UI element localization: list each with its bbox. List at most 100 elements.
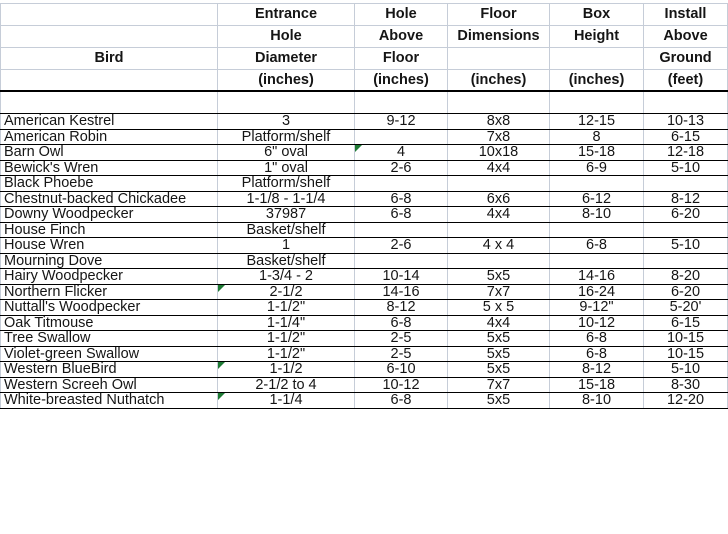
header-cell-hole_above-line3[interactable]: (inches) bbox=[355, 70, 448, 90]
install-cell[interactable]: 8-30 bbox=[644, 377, 728, 392]
entrance-cell[interactable]: Platform/shelf bbox=[218, 129, 355, 144]
header-cell-install-line3[interactable]: (feet) bbox=[644, 70, 728, 90]
header-cell-hole_above-line0[interactable]: Hole bbox=[355, 4, 448, 25]
bird-name-cell[interactable]: American Robin bbox=[0, 129, 218, 144]
hole_above-cell[interactable]: 2-6 bbox=[355, 160, 448, 175]
bird-name-cell[interactable]: Western Screeh Owl bbox=[0, 377, 218, 392]
blank-cell-entrance[interactable] bbox=[218, 92, 355, 113]
floor-cell[interactable]: 4x4 bbox=[448, 315, 550, 330]
bird-name-cell[interactable]: Black Phoebe bbox=[0, 176, 218, 191]
install-cell[interactable]: 10-15 bbox=[644, 331, 728, 346]
header-cell-hole_above-line2[interactable]: Floor bbox=[355, 48, 448, 69]
header-cell-box_height-line1[interactable]: Height bbox=[550, 26, 644, 47]
install-cell[interactable]: 6-20 bbox=[644, 207, 728, 222]
entrance-cell[interactable]: 1-1/2 bbox=[218, 362, 355, 377]
header-cell-box_height-line3[interactable]: (inches) bbox=[550, 70, 644, 90]
entrance-cell[interactable]: 1-1/4 bbox=[218, 393, 355, 408]
box_height-cell[interactable]: 14-16 bbox=[550, 269, 644, 284]
hole_above-cell[interactable]: 10-12 bbox=[355, 377, 448, 392]
hole_above-cell[interactable]: 10-14 bbox=[355, 269, 448, 284]
floor-cell[interactable]: 7x7 bbox=[448, 377, 550, 392]
hole_above-cell[interactable]: 6-8 bbox=[355, 207, 448, 222]
floor-cell[interactable]: 5 x 5 bbox=[448, 300, 550, 315]
bird-name-cell[interactable]: Hairy Woodpecker bbox=[0, 269, 218, 284]
floor-cell[interactable]: 5x5 bbox=[448, 346, 550, 361]
hole_above-cell[interactable]: 6-10 bbox=[355, 362, 448, 377]
floor-cell[interactable]: 4 x 4 bbox=[448, 238, 550, 253]
bird-name-cell[interactable]: Violet-green Swallow bbox=[0, 346, 218, 361]
install-cell[interactable] bbox=[644, 253, 728, 268]
header-cell-bird-line1[interactable] bbox=[0, 26, 218, 47]
bird-name-cell[interactable]: Barn Owl bbox=[0, 145, 218, 160]
box_height-cell[interactable]: 6-8 bbox=[550, 238, 644, 253]
bird-name-cell[interactable]: Nuttall's Woodpecker bbox=[0, 300, 218, 315]
floor-cell[interactable] bbox=[448, 176, 550, 191]
header-cell-box_height-line0[interactable]: Box bbox=[550, 4, 644, 25]
box_height-cell[interactable] bbox=[550, 222, 644, 237]
floor-cell[interactable]: 4x4 bbox=[448, 207, 550, 222]
floor-cell[interactable]: 7x8 bbox=[448, 129, 550, 144]
entrance-cell[interactable]: Platform/shelf bbox=[218, 176, 355, 191]
bird-name-cell[interactable]: Tree Swallow bbox=[0, 331, 218, 346]
entrance-cell[interactable]: 2-1/2 to 4 bbox=[218, 377, 355, 392]
bird-name-cell[interactable]: House Wren bbox=[0, 238, 218, 253]
header-cell-install-line2[interactable]: Ground bbox=[644, 48, 728, 69]
floor-cell[interactable] bbox=[448, 222, 550, 237]
box_height-cell[interactable]: 6-12 bbox=[550, 191, 644, 206]
box_height-cell[interactable]: 8-10 bbox=[550, 207, 644, 222]
install-cell[interactable]: 10-13 bbox=[644, 114, 728, 129]
hole_above-cell[interactable] bbox=[355, 222, 448, 237]
hole_above-cell[interactable]: 6-8 bbox=[355, 315, 448, 330]
install-cell[interactable]: 6-20 bbox=[644, 284, 728, 299]
floor-cell[interactable]: 5x5 bbox=[448, 393, 550, 408]
floor-cell[interactable]: 5x5 bbox=[448, 331, 550, 346]
bird-name-cell[interactable]: Mourning Dove bbox=[0, 253, 218, 268]
box_height-cell[interactable]: 15-18 bbox=[550, 145, 644, 160]
entrance-cell[interactable]: 1-1/2" bbox=[218, 346, 355, 361]
floor-cell[interactable]: 5x5 bbox=[448, 362, 550, 377]
floor-cell[interactable] bbox=[448, 253, 550, 268]
header-cell-bird-line3[interactable] bbox=[0, 70, 218, 90]
header-cell-hole_above-line1[interactable]: Above bbox=[355, 26, 448, 47]
header-cell-box_height-line2[interactable] bbox=[550, 48, 644, 69]
header-cell-floor-line1[interactable]: Dimensions bbox=[448, 26, 550, 47]
box_height-cell[interactable]: 8-12 bbox=[550, 362, 644, 377]
install-cell[interactable]: 8-20 bbox=[644, 269, 728, 284]
blank-cell-box_height[interactable] bbox=[550, 92, 644, 113]
header-cell-bird-line2[interactable]: Bird bbox=[0, 48, 218, 69]
header-cell-floor-line3[interactable]: (inches) bbox=[448, 70, 550, 90]
entrance-cell[interactable]: Basket/shelf bbox=[218, 222, 355, 237]
box_height-cell[interactable]: 10-12 bbox=[550, 315, 644, 330]
install-cell[interactable]: 6-15 bbox=[644, 315, 728, 330]
box_height-cell[interactable] bbox=[550, 253, 644, 268]
blank-cell-floor[interactable] bbox=[448, 92, 550, 113]
entrance-cell[interactable]: 1-1/2" bbox=[218, 300, 355, 315]
blank-cell-bird[interactable] bbox=[0, 92, 218, 113]
entrance-cell[interactable]: 1-1/2" bbox=[218, 331, 355, 346]
floor-cell[interactable]: 6x6 bbox=[448, 191, 550, 206]
install-cell[interactable]: 5-10 bbox=[644, 238, 728, 253]
entrance-cell[interactable]: 1-1/8 - 1-1/4 bbox=[218, 191, 355, 206]
bird-name-cell[interactable]: Northern Flicker bbox=[0, 284, 218, 299]
bird-name-cell[interactable]: Bewick's Wren bbox=[0, 160, 218, 175]
header-cell-entrance-line3[interactable]: (inches) bbox=[218, 70, 355, 90]
header-cell-entrance-line2[interactable]: Diameter bbox=[218, 48, 355, 69]
install-cell[interactable] bbox=[644, 176, 728, 191]
blank-cell-hole_above[interactable] bbox=[355, 92, 448, 113]
box_height-cell[interactable]: 8-10 bbox=[550, 393, 644, 408]
entrance-cell[interactable]: 2-1/2 bbox=[218, 284, 355, 299]
bird-name-cell[interactable]: Chestnut-backed Chickadee bbox=[0, 191, 218, 206]
bird-name-cell[interactable]: Oak Titmouse bbox=[0, 315, 218, 330]
install-cell[interactable]: 5-10 bbox=[644, 160, 728, 175]
floor-cell[interactable]: 5x5 bbox=[448, 269, 550, 284]
header-cell-entrance-line0[interactable]: Entrance bbox=[218, 4, 355, 25]
hole_above-cell[interactable]: 2-5 bbox=[355, 331, 448, 346]
install-cell[interactable]: 12-18 bbox=[644, 145, 728, 160]
header-cell-floor-line0[interactable]: Floor bbox=[448, 4, 550, 25]
header-cell-entrance-line1[interactable]: Hole bbox=[218, 26, 355, 47]
entrance-cell[interactable]: 1" oval bbox=[218, 160, 355, 175]
header-cell-install-line0[interactable]: Install bbox=[644, 4, 728, 25]
install-cell[interactable] bbox=[644, 222, 728, 237]
install-cell[interactable]: 6-15 bbox=[644, 129, 728, 144]
entrance-cell[interactable]: 3 bbox=[218, 114, 355, 129]
